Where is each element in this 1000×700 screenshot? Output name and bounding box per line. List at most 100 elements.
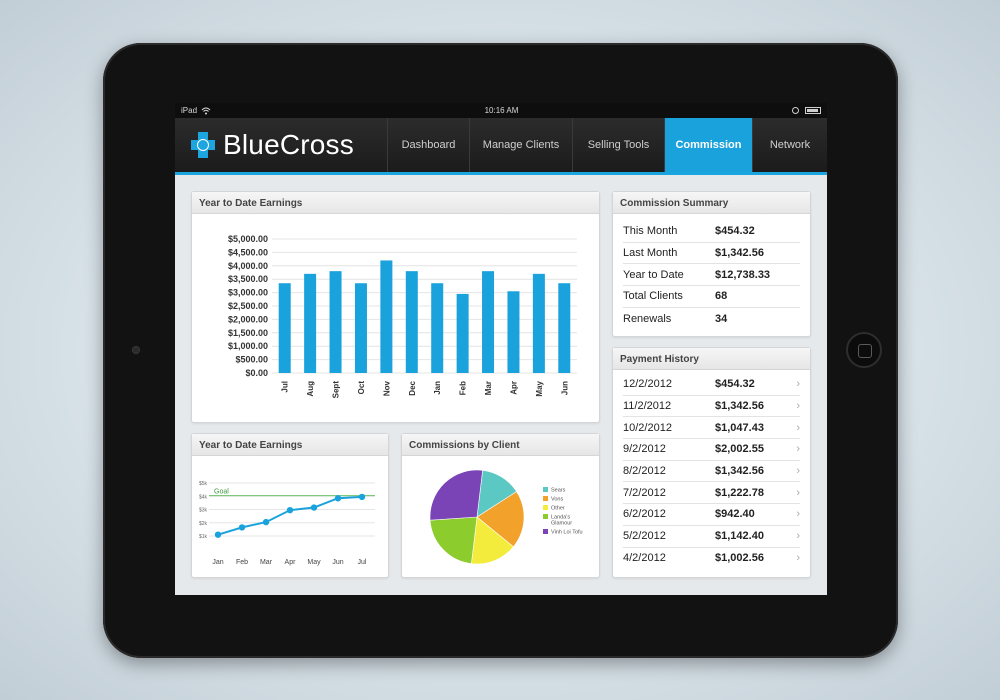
payment-date: 6/2/2012	[623, 508, 666, 521]
payment-date: 8/2/2012	[623, 465, 666, 478]
legend-swatch	[543, 487, 548, 492]
payment-row[interactable]: 11/2/2012 $1,342.56 ›	[623, 396, 800, 418]
payment-row[interactable]: 8/2/2012 $1,342.56 ›	[623, 461, 800, 483]
x-tick-label: Jan	[212, 559, 223, 566]
payment-amount: $1,222.78	[715, 486, 764, 499]
y-tick-label: $5,000.00	[228, 234, 268, 244]
summary-row: Year to Date $12,738.33	[623, 264, 800, 287]
y-tick-label: $1,500.00	[228, 328, 268, 338]
legend-swatch	[543, 514, 548, 519]
tab-dashboard[interactable]: Dashboard	[387, 118, 469, 172]
home-button[interactable]	[846, 332, 882, 368]
summary-value: 34	[715, 312, 728, 325]
bar	[354, 283, 367, 373]
tab-selling-tools[interactable]: Selling Tools	[572, 118, 664, 172]
payment-date: 11/2/2012	[623, 400, 672, 413]
front-camera	[132, 346, 140, 354]
data-point	[238, 524, 246, 531]
payment-row[interactable]: 5/2/2012 $1,142.40 ›	[623, 526, 800, 548]
x-tick-label: Mar	[260, 559, 273, 566]
summary-row: This Month $454.32	[623, 221, 800, 243]
x-tick-label: Oct	[357, 381, 366, 395]
bar	[405, 271, 418, 373]
commissions-pie-chart: Sears Vons Other Landa's Glamour Vinh Loi Tof…	[429, 469, 583, 565]
x-tick-label: Jul	[358, 559, 367, 566]
brand-name: BlueCross	[223, 129, 354, 160]
data-point	[262, 518, 270, 526]
pie-slice	[429, 469, 483, 521]
x-tick-label: Apr	[285, 559, 297, 566]
x-tick-label: Apr	[509, 381, 518, 395]
payment-amount: $942.40	[715, 508, 755, 521]
data-point	[214, 531, 222, 538]
y-tick-label: $3,500.00	[228, 274, 268, 284]
payment-row[interactable]: 12/2/2012 $454.32 ›	[623, 374, 800, 396]
y-tick-label: $3,000.00	[228, 288, 268, 298]
status-bar: iPad 10:16 AM	[175, 103, 827, 118]
panel-title: Payment History	[613, 348, 810, 370]
x-tick-label: Aug	[306, 381, 315, 397]
payment-amount: $1,047.43	[715, 421, 764, 434]
rotation-lock-icon	[791, 107, 799, 114]
tab-network[interactable]: Network	[752, 118, 827, 172]
bar	[329, 271, 342, 373]
bar	[278, 283, 291, 373]
payment-list: 12/2/2012 $454.32 › 11/2/2012 $1,342.56 …	[613, 370, 810, 569]
y-tick-label: $4k	[199, 494, 208, 500]
x-tick-label: Jun	[332, 559, 343, 566]
panel-title: Commission Summary	[613, 192, 810, 214]
payment-date: 7/2/2012	[623, 486, 666, 499]
panel-title: Year to Date Earnings	[192, 434, 388, 456]
payment-amount: $2,002.55	[715, 443, 764, 456]
y-tick-label: $5k	[199, 481, 208, 487]
nav-tabs: Dashboard Manage Clients Selling Tools C…	[387, 118, 827, 172]
brand-logo[interactable]: BlueCross	[175, 118, 387, 172]
payment-row[interactable]: 10/2/2012 $1,047.43 ›	[623, 417, 800, 440]
x-tick-label: May	[535, 380, 544, 396]
bar	[507, 291, 520, 373]
x-tick-label: Feb	[459, 381, 468, 395]
x-tick-label: Jul	[281, 381, 290, 393]
payment-amount: $1,342.56	[715, 465, 764, 478]
y-tick-label: $2,000.00	[228, 314, 268, 324]
bar	[380, 260, 393, 373]
chevron-right-icon: ›	[796, 530, 800, 543]
chevron-right-icon: ›	[796, 378, 800, 391]
bar	[431, 283, 444, 373]
summary-row: Renewals 34	[623, 308, 800, 330]
payment-row[interactable]: 7/2/2012 $1,222.78 ›	[623, 482, 800, 505]
y-tick-label: $1,000.00	[228, 341, 268, 351]
tab-commission[interactable]: Commission	[664, 118, 752, 172]
summary-list: This Month $454.32 Last Month $1,342.56 …	[613, 214, 810, 329]
legend-swatch	[543, 496, 548, 501]
payment-history-panel: Payment History 12/2/2012 $454.32 › 11/2…	[612, 347, 811, 578]
panel-title: Commissions by Client	[402, 434, 599, 456]
payment-row[interactable]: 9/2/2012 $2,002.55 ›	[623, 439, 800, 461]
y-tick-label: $1k	[199, 534, 208, 540]
summary-row: Last Month $1,342.56	[623, 243, 800, 265]
bar	[482, 271, 495, 373]
payment-row[interactable]: 4/2/2012 $1,002.56 ›	[623, 548, 800, 570]
bar	[304, 273, 317, 373]
data-point	[310, 504, 318, 511]
payment-row[interactable]: 6/2/2012 $942.40 ›	[623, 504, 800, 526]
pie-slice	[476, 491, 525, 548]
legend-label: Other	[551, 506, 565, 512]
tab-manage-clients[interactable]: Manage Clients	[469, 118, 572, 172]
payment-amount: $1,002.56	[715, 552, 764, 565]
payment-date: 4/2/2012	[623, 552, 666, 565]
pie-slice	[471, 516, 514, 565]
chevron-right-icon: ›	[796, 421, 800, 434]
summary-value: $1,342.56	[715, 247, 764, 260]
summary-value: $454.32	[715, 225, 755, 238]
battery-icon	[804, 107, 821, 114]
y-tick-label: $4,500.00	[228, 247, 268, 257]
cross-logo-icon	[191, 132, 215, 158]
bar	[456, 293, 469, 373]
summary-row: Total Clients 68	[623, 286, 800, 308]
payment-amount: $1,342.56	[715, 400, 764, 413]
wifi-icon	[201, 107, 211, 114]
chevron-right-icon: ›	[796, 465, 800, 478]
chevron-right-icon: ›	[796, 552, 800, 565]
ytd-line-chart: $1k $2k $3k $4k $5k Goal Jan Feb Mar Apr May Jun Jul	[199, 481, 375, 566]
